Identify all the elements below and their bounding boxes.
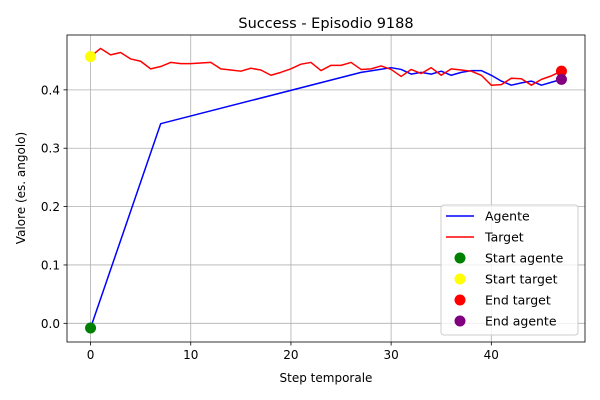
legend-box: [440, 204, 579, 336]
legend: Agente Target Start agente Start target …: [440, 204, 579, 336]
chart-title: Success - Episodio 9188: [238, 16, 413, 32]
y-axis-label: Valore (es. angolo): [14, 132, 28, 244]
legend-swatch-end-agente: [454, 315, 466, 327]
plot-frame: [66, 34, 586, 343]
legend-label-start-agente: Start agente: [485, 251, 564, 266]
legend-swatch-start-agente: [454, 252, 466, 264]
legend-swatch-start-target: [454, 273, 466, 285]
x-tick-label: 30: [383, 348, 398, 362]
marker-layer: [85, 51, 567, 334]
x-tick-label: 0: [87, 348, 95, 362]
y-tick-label: 0.3: [41, 142, 60, 156]
tick-layer: 0 10 20 30 40 0.0 0.1 0.2 0.3 0.4: [41, 83, 499, 362]
series-line-agente: [89, 66, 562, 329]
legend-label-agente: Agente: [485, 209, 530, 224]
x-tick-label: 20: [283, 348, 298, 362]
x-tick-label: 40: [484, 348, 499, 362]
marker-start-target: [85, 51, 97, 63]
y-tick-label: 0.2: [41, 200, 60, 214]
marker-start-agente: [85, 322, 97, 334]
series-line-target: [90, 47, 562, 86]
legend-label-start-target: Start target: [485, 272, 558, 287]
series-layer: [89, 47, 562, 329]
x-axis-label: Step temporale: [280, 371, 373, 385]
y-tick-label: 0.4: [41, 83, 60, 97]
legend-label-end-target: End target: [485, 293, 551, 308]
marker-end-target: [555, 65, 567, 77]
legend-swatch-end-target: [454, 294, 466, 306]
y-tick-label: 0.0: [41, 317, 60, 331]
marker-end-agente: [555, 73, 567, 85]
x-tick-label: 10: [183, 348, 198, 362]
legend-label-end-agente: End agente: [485, 314, 557, 329]
legend-label-target: Target: [484, 230, 524, 245]
y-tick-label: 0.1: [41, 258, 60, 272]
